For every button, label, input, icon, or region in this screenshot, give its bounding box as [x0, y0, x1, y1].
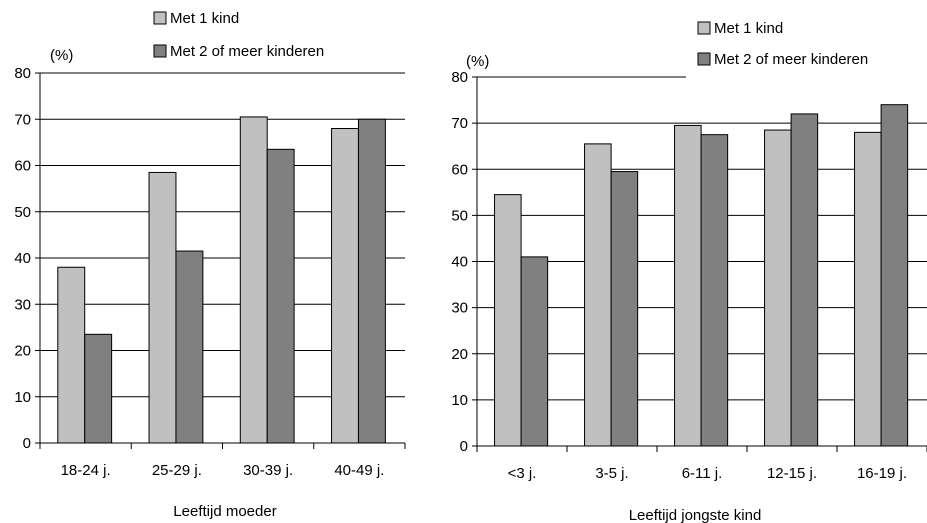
left-y-tick-label: 70: [14, 111, 31, 128]
left-bar-series-1: [239, 116, 268, 444]
left-y-tick-label: 40: [14, 250, 31, 267]
right-y-tick-label: 10: [451, 392, 468, 409]
left-y-tick-label: 60: [14, 158, 31, 175]
left-legend-label-series-2: Met 2 of meer kinderen: [170, 43, 324, 60]
right-y-tick-label: 40: [451, 254, 468, 271]
left-bar-series-2: [84, 333, 113, 444]
right-y-tick-label: 20: [451, 346, 468, 363]
right-x-tick-label: 16-19 j.: [857, 465, 907, 482]
right-bar-series-2: [790, 113, 819, 447]
left-legend-swatch-series-2: [153, 44, 167, 58]
chart-left: 0 10 20 30 40 50 60 70 80 18-24 j. 25-29 j. 30-39 …: [14, 10, 406, 520]
right-legend-swatch-series-1: [697, 21, 711, 35]
right-bar-series-2: [610, 171, 639, 447]
left-x-tick-label: 40-49 j.: [334, 462, 384, 479]
right-legend-label-series-1: Met 1 kind: [714, 20, 783, 37]
left-y-tick-label: 0: [23, 435, 31, 452]
right-legend: Met 1 kind Met 2 of meer kinderen: [697, 20, 868, 68]
left-legend-swatch-series-1: [153, 11, 167, 25]
right-bar-series-1: [854, 131, 882, 447]
left-bar-series-2: [357, 118, 386, 444]
right-y-tick-label: 50: [451, 207, 468, 224]
left-x-tick-label: 25-29 j.: [152, 462, 202, 479]
left-bar-series-1: [148, 171, 177, 444]
left-x-axis-title: Leeftijd moeder: [173, 503, 276, 520]
right-y-tick-label: 70: [451, 115, 468, 132]
left-y-tick-label: 20: [14, 343, 31, 360]
left-legend: Met 1 kind Met 2 of meer kinderen: [153, 10, 324, 60]
right-bar-series-2: [700, 134, 729, 447]
chart-right: 0 10 20 30 40 50 60 70 80 <3 j. 3-5 j. 6-11 j. 12-1…: [451, 20, 927, 523]
left-bar-series-1: [57, 266, 86, 444]
right-y-unit-label: (%): [466, 53, 489, 70]
right-y-tick-label: 0: [460, 438, 468, 455]
left-x-tick-label: 30-39 j.: [243, 462, 293, 479]
right-x-tick-label: 12-15 j.: [767, 465, 817, 482]
left-bars: [57, 116, 386, 444]
left-x-tick-label: 18-24 j.: [61, 462, 111, 479]
right-x-tick-label: 6-11 j.: [682, 465, 723, 482]
right-bar-series-1: [674, 124, 702, 447]
right-legend-label-series-2: Met 2 of meer kinderen: [714, 51, 868, 68]
right-x-tick-label: <3 j.: [508, 465, 537, 482]
right-y-ticks: 0 10 20 30 40 50 60 70 80: [451, 69, 477, 455]
left-y-tick-label: 30: [14, 296, 31, 313]
right-bar-series-1: [764, 129, 792, 447]
left-y-ticks: 0 10 20 30 40 50 60 70 80: [14, 65, 40, 452]
right-bar-series-2: [880, 104, 909, 447]
left-bar-series-2: [175, 250, 204, 444]
right-bar-series-1: [494, 194, 522, 447]
right-x-tick-label: 3-5 j.: [595, 465, 628, 482]
left-legend-label-series-1: Met 1 kind: [170, 10, 239, 27]
left-y-tick-label: 10: [14, 389, 31, 406]
left-y-tick-label: 80: [14, 65, 31, 82]
left-y-unit-label: (%): [50, 47, 73, 64]
left-y-tick-label: 50: [14, 204, 31, 221]
right-y-tick-label: 80: [451, 69, 468, 86]
right-x-axis-title: Leeftijd jongste kind: [629, 507, 762, 523]
right-legend-swatch-series-2: [697, 52, 711, 66]
right-bars: [494, 104, 909, 447]
left-bar-series-2: [266, 148, 295, 444]
right-bar-series-1: [584, 143, 612, 447]
right-y-tick-label: 60: [451, 161, 468, 178]
right-x-ticks: <3 j. 3-5 j. 6-11 j. 12-15 j. 16-19 j.: [476, 446, 927, 482]
right-y-tick-label: 30: [451, 300, 468, 317]
left-bar-series-1: [331, 128, 359, 444]
left-x-ticks: 18-24 j. 25-29 j. 30-39 j. 40-49 j.: [39, 443, 406, 479]
right-bar-series-2: [520, 256, 549, 447]
